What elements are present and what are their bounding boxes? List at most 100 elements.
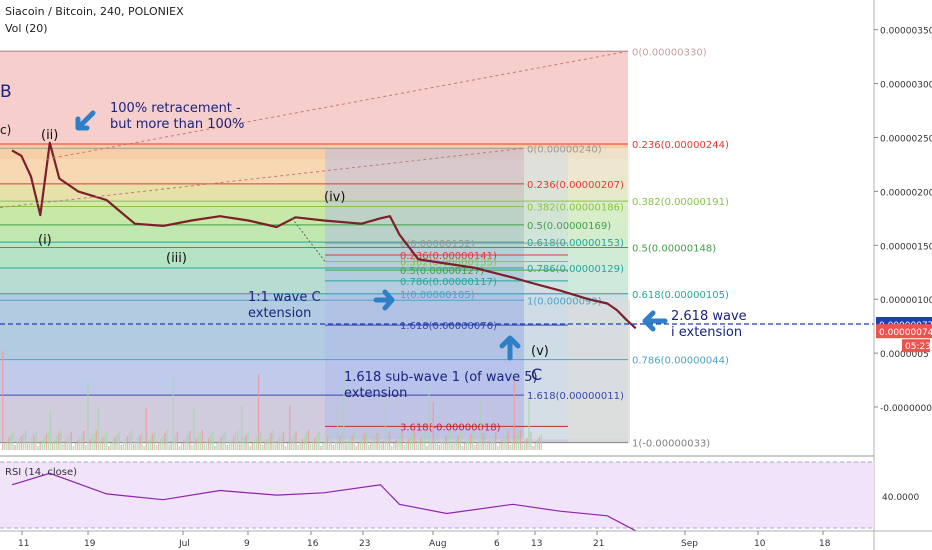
volume-bar bbox=[193, 407, 195, 450]
helper-line bbox=[291, 218, 326, 262]
volume-bar bbox=[361, 437, 364, 450]
volume-bar bbox=[507, 431, 509, 450]
volume-bar bbox=[126, 436, 129, 450]
volume-bar bbox=[14, 445, 16, 450]
volume-bar bbox=[176, 432, 179, 450]
time-tick-label: Sep bbox=[681, 539, 698, 549]
volume-bar bbox=[239, 444, 241, 450]
volume-bar bbox=[530, 432, 532, 450]
volume-bar bbox=[220, 437, 222, 450]
volume-bar bbox=[382, 441, 385, 450]
volume-bar bbox=[532, 446, 534, 450]
fib-mid-level-label: 0.5(0.00000169) bbox=[527, 221, 611, 232]
volume-bar bbox=[432, 402, 434, 450]
volume-bar bbox=[440, 442, 443, 450]
time-tick-label: Jul bbox=[178, 539, 190, 549]
volume-bar bbox=[305, 433, 308, 450]
rsi-line bbox=[11, 472, 636, 532]
volume-bar bbox=[455, 438, 457, 450]
price-badge-label: 0.00000074 bbox=[879, 328, 932, 338]
volume-bar bbox=[60, 430, 62, 450]
annotation-note: but more than 100% bbox=[110, 117, 244, 132]
volume-bar bbox=[449, 430, 451, 450]
volume-bar bbox=[480, 401, 482, 450]
volume-bar bbox=[56, 436, 58, 450]
fib-small-level-label: 0.236(0.00000141) bbox=[400, 251, 497, 262]
fib-small-level-label: 0.5(0.00000127) bbox=[400, 266, 484, 277]
annotation-note: 100% retracement - bbox=[110, 101, 241, 116]
volume-bar bbox=[210, 435, 212, 450]
timer-label: 05:23 bbox=[905, 342, 931, 352]
volume-bar bbox=[91, 436, 93, 450]
volume-bar bbox=[95, 430, 97, 450]
rsi-label: RSI (14, close) bbox=[5, 467, 77, 478]
volume-bar bbox=[257, 374, 260, 450]
volume-bar bbox=[299, 442, 301, 450]
volume-bar bbox=[316, 435, 318, 450]
price-series bbox=[0, 141, 874, 330]
volume-bar bbox=[282, 432, 285, 450]
fib-big-level-label: 0.618(0.00000105) bbox=[632, 290, 729, 301]
volume-bar bbox=[393, 443, 395, 450]
volume-bar bbox=[276, 441, 278, 450]
volume-bar bbox=[278, 438, 281, 450]
volume-bar bbox=[314, 438, 316, 450]
volume-bar bbox=[228, 442, 231, 450]
time-tick-label: 6 bbox=[494, 539, 500, 549]
volume-bar bbox=[8, 437, 10, 450]
volume-bar bbox=[245, 435, 247, 450]
symbol-title: Siacoin / Bitcoin, 240, POLONIEX bbox=[5, 5, 184, 18]
volume-bar bbox=[436, 431, 439, 450]
wave-label: (v) bbox=[531, 344, 549, 359]
trendline-short[interactable] bbox=[0, 147, 525, 209]
volume-bar bbox=[270, 433, 272, 450]
trendline-long[interactable] bbox=[46, 50, 629, 160]
fib-mid-level-label: 0(0.00000240) bbox=[527, 144, 602, 155]
volume-bar bbox=[89, 439, 91, 450]
rsi-scale-label: 40.0000 bbox=[882, 493, 919, 503]
volume-bar bbox=[499, 443, 501, 450]
volume-bar bbox=[93, 433, 95, 450]
volume-bar bbox=[289, 405, 291, 450]
volume-bar bbox=[114, 437, 116, 450]
volume-bar bbox=[116, 434, 118, 450]
volume-bar bbox=[218, 440, 220, 450]
volume-bar bbox=[62, 444, 64, 450]
volume-bar bbox=[420, 438, 422, 450]
time-axis[interactable]: 11 19 Jul 9 16 23 Aug 6 13 21 Sep 10 18 bbox=[0, 530, 932, 549]
volume-bar bbox=[355, 446, 357, 450]
volume-bar bbox=[106, 432, 108, 450]
wave-label: (ii) bbox=[41, 128, 58, 143]
trendlines[interactable] bbox=[0, 50, 629, 209]
volume-bar bbox=[536, 440, 538, 450]
volume-bar bbox=[130, 430, 133, 450]
volume-bar bbox=[70, 432, 73, 450]
price-axis[interactable]: 0.00000350 0.00000300 0.00000250 0.00000200… bbox=[873, 0, 932, 550]
volume-bar bbox=[517, 433, 520, 450]
volume-bar bbox=[413, 430, 416, 450]
volume-bar bbox=[243, 438, 245, 450]
volume-bar bbox=[478, 439, 480, 450]
volume-bar bbox=[216, 443, 218, 450]
volume-bar bbox=[492, 435, 495, 450]
volume-bar bbox=[376, 433, 378, 450]
volume-bar bbox=[430, 440, 432, 450]
volume-bar bbox=[368, 445, 370, 450]
volume-bar bbox=[64, 441, 66, 450]
volume-bar bbox=[214, 446, 216, 450]
volume-bar bbox=[351, 435, 353, 450]
volume-bar bbox=[153, 431, 156, 450]
volume-bar bbox=[303, 436, 305, 450]
volume-bar bbox=[18, 439, 21, 450]
fib-big-level-label: 0.236(0.00000244) bbox=[632, 140, 729, 151]
volume-bar bbox=[428, 383, 430, 450]
volume-bar bbox=[47, 431, 50, 450]
fib-small-level-label: 0.786(0.00000117) bbox=[400, 277, 497, 288]
volume-bar bbox=[490, 438, 493, 450]
time-tick-label: 19 bbox=[84, 539, 96, 549]
volume-bar bbox=[226, 445, 229, 450]
price-tick-label: -0.00000000 bbox=[880, 404, 932, 414]
volume-bar bbox=[81, 434, 83, 450]
volume-bar bbox=[461, 446, 464, 450]
